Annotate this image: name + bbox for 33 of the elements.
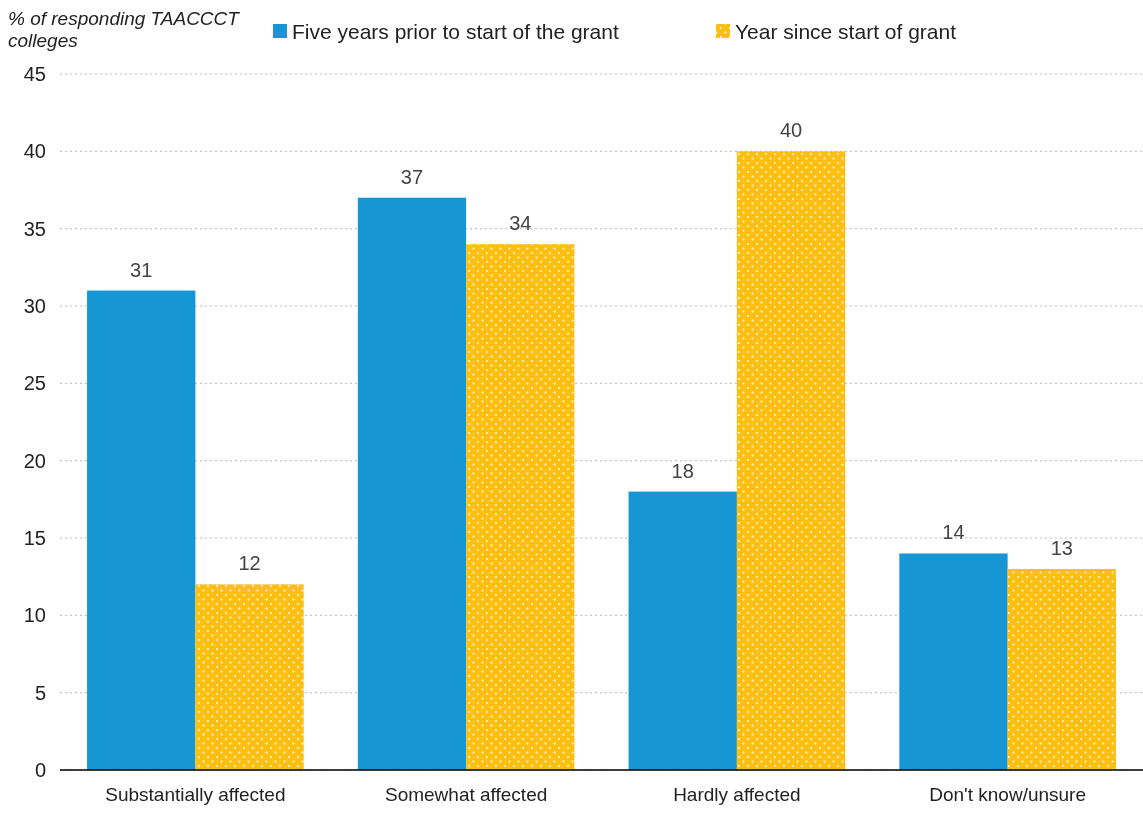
data-label: 31: [130, 258, 153, 281]
y-tick-label: 30: [23, 295, 46, 317]
bar: [628, 491, 737, 770]
x-tick-label: Substantially affected: [105, 784, 286, 805]
data-label: 13: [1050, 536, 1073, 559]
legend-label: Year since start of grant: [735, 20, 957, 44]
bar: [87, 290, 196, 770]
data-label: 37: [400, 165, 424, 188]
data-label: 12: [238, 552, 261, 575]
bar: [195, 584, 304, 770]
bar: [736, 151, 846, 770]
bar: [1007, 568, 1116, 770]
bar: [466, 244, 575, 770]
data-label: 14: [942, 521, 965, 544]
y-tick-label: 0: [34, 759, 46, 781]
data-label: 18: [671, 459, 694, 482]
x-tick-label: Somewhat affected: [384, 784, 548, 805]
y-tick-label: 15: [23, 527, 46, 549]
y-tick-label: 20: [23, 449, 46, 472]
y-tick-label: 10: [23, 604, 46, 627]
bar: [899, 553, 1008, 770]
x-tick-label: Hardly affected: [673, 784, 801, 805]
x-tick-label: Don't know/unsure: [929, 784, 1087, 805]
bar: [357, 197, 467, 770]
data-label: 34: [509, 212, 532, 235]
y-tick-label: 40: [23, 140, 46, 163]
y-tick-label: 35: [23, 217, 46, 240]
y-tick-label: 25: [23, 372, 46, 395]
y-tick-label: 45: [23, 63, 46, 85]
y-tick-label: 5: [34, 681, 46, 704]
y-axis-title: % of responding TAACCCT colleges: [8, 8, 241, 51]
legend-label: Five years prior to start of the grant: [292, 20, 619, 44]
data-label: 40: [779, 119, 803, 142]
